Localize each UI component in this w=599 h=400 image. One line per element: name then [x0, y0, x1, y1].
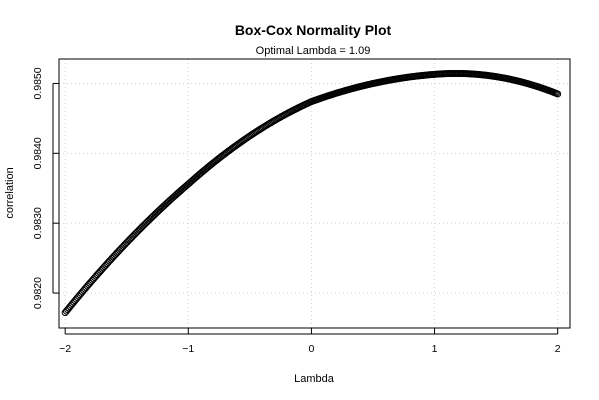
x-tick-label: −1 [182, 343, 194, 355]
y-tick-label: 0.9830 [32, 207, 44, 239]
plot-frame [58, 58, 571, 329]
x-tick-label: 1 [432, 343, 438, 355]
y-axis-label: correlation [4, 167, 16, 218]
x-tick-label: 2 [555, 343, 561, 355]
y-tick-label: 0.9820 [32, 277, 44, 309]
data-point [140, 221, 148, 229]
data-points [61, 69, 562, 317]
y-axis: 0.9820 0.9830 0.9840 0.9850 [32, 67, 59, 309]
x-axis: −2 −1 0 1 2 [59, 328, 561, 355]
data-point [139, 222, 147, 230]
data-point [138, 223, 145, 231]
y-tick-label: 0.9850 [32, 67, 44, 99]
chart-subtitle: Optimal Lambda = 1.09 [256, 45, 371, 57]
data-point [136, 225, 144, 233]
y-tick-label: 0.9840 [32, 137, 44, 169]
x-tick-label: −2 [59, 343, 71, 355]
x-axis-label: Lambda [294, 373, 335, 385]
chart-title: Box-Cox Normality Plot [235, 22, 392, 38]
data-point [554, 90, 562, 98]
x-tick-label: 0 [308, 343, 314, 355]
